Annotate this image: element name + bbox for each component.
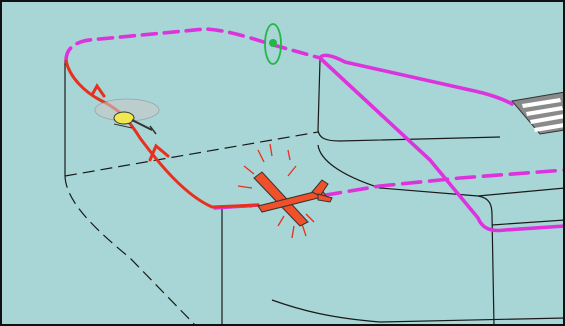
airplane-wing (253, 171, 309, 227)
pattern-base-leg (318, 56, 565, 233)
pattern-crosswind-leg (64, 27, 322, 63)
airplane-alert-rays (237, 143, 315, 239)
helicopter-body (113, 111, 135, 125)
airplane-tail (311, 179, 329, 197)
airspace-inner-top (317, 59, 501, 142)
runway-threshold-stripes (522, 98, 565, 132)
reporting-point (264, 23, 282, 65)
airspace-inner-edge (477, 187, 565, 197)
reporting-point-dot (269, 39, 277, 47)
runway (511, 91, 565, 135)
pattern-final-leg (294, 168, 565, 202)
helicopter (94, 98, 160, 135)
airspace-ground (271, 299, 565, 323)
airspace-lower-corner (64, 175, 197, 326)
airspace-lower-rear (64, 131, 319, 177)
reporting-point-ring (264, 23, 282, 65)
airspace-inner-step (317, 144, 495, 326)
helicopter-skids (113, 123, 133, 129)
airspace-inner-edge-2 (491, 219, 565, 226)
helicopter-tail (131, 119, 153, 131)
pattern-downwind-leg (318, 53, 514, 106)
track-arrow-upper (90, 83, 106, 98)
airplane (237, 143, 333, 239)
track-arrow-lower (148, 143, 170, 162)
